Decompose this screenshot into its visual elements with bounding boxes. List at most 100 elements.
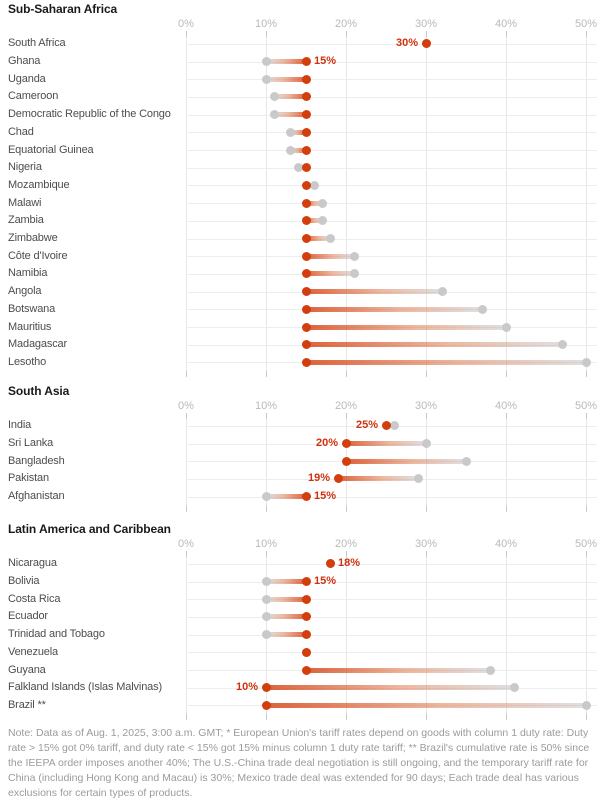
rate-change-connector — [290, 147, 306, 153]
rate-change-connector — [266, 632, 306, 638]
axis-tick-top — [346, 413, 347, 419]
country-label: Zambia — [8, 214, 44, 227]
new-rate-dot — [301, 665, 311, 675]
previous-rate-dot — [261, 630, 271, 640]
axis-tick-label: 10% — [254, 18, 278, 30]
vertical-gridline — [426, 37, 427, 372]
vertical-gridline — [586, 419, 587, 506]
new-rate-dot — [301, 163, 311, 173]
previous-rate-dot — [261, 612, 271, 622]
row-gridline — [186, 203, 597, 204]
previous-rate-dot — [269, 110, 279, 120]
rate-percent-label: 30% — [395, 37, 418, 50]
axis-tick-label: 40% — [494, 18, 518, 30]
rate-change-connector — [306, 306, 482, 312]
rate-change-connector — [306, 218, 322, 224]
axis-tick-bottom — [186, 714, 187, 721]
previous-rate-dot — [349, 251, 359, 261]
axis-tick-bottom — [586, 505, 587, 512]
axis-tick-label: 0% — [178, 400, 194, 412]
axis-tick-label: 20% — [334, 400, 358, 412]
row-gridline — [186, 168, 597, 169]
section-title: South Asia — [8, 384, 70, 398]
rate-change-connector — [274, 112, 306, 118]
rate-change-connector — [306, 271, 354, 277]
axis-tick-top — [426, 413, 427, 419]
country-label: Falkland Islands (Islas Malvinas) — [8, 681, 162, 694]
country-label: South Africa — [8, 37, 66, 50]
rate-change-connector — [306, 359, 586, 365]
country-label: Democratic Republic of the Congo — [8, 108, 171, 121]
vertical-gridline — [586, 37, 587, 372]
row-gridline — [186, 62, 597, 63]
previous-rate-dot — [261, 74, 271, 84]
rate-percent-label: 18% — [338, 557, 361, 570]
axis-tick-top — [266, 31, 267, 37]
country-label: Bolivia — [8, 575, 40, 588]
new-rate-dot — [301, 492, 311, 502]
new-rate-dot — [301, 74, 311, 84]
axis-tick-label: 40% — [494, 400, 518, 412]
axis-tick-label: 30% — [414, 538, 438, 550]
axis-tick-label: 30% — [414, 400, 438, 412]
previous-rate-dot — [413, 474, 423, 484]
rate-percent-label: 25% — [355, 419, 378, 432]
row-gridline — [186, 132, 597, 133]
new-rate-dot — [325, 559, 335, 569]
new-rate-dot — [301, 216, 311, 226]
new-rate-dot — [301, 304, 311, 314]
rate-change-connector — [306, 342, 562, 348]
country-label: Namibia — [8, 267, 48, 280]
row-gridline — [186, 221, 597, 222]
country-label: Mauritius — [8, 320, 52, 333]
axis-tick-label: 0% — [178, 18, 194, 30]
axis-tick-label: 50% — [574, 538, 598, 550]
previous-rate-dot — [285, 145, 295, 155]
row-gridline — [186, 582, 597, 583]
previous-rate-dot — [261, 594, 271, 604]
rate-change-connector — [266, 685, 514, 691]
rate-change-connector — [266, 614, 306, 620]
axis-tick-bottom — [506, 714, 507, 721]
country-label: Pakistan — [8, 472, 49, 485]
country-label: Malawi — [8, 196, 42, 209]
axis-tick-bottom — [426, 505, 427, 512]
dumbbell-chart: 0% 10% 20% 30% 40% 50% Nicaragua 18% Bolivia 15% C… — [0, 538, 603, 722]
axis-tick-bottom — [346, 371, 347, 378]
previous-rate-dot — [437, 287, 447, 297]
row-gridline — [186, 635, 597, 636]
new-rate-dot — [301, 322, 311, 332]
axis-tick-top — [426, 551, 427, 557]
previous-rate-dot — [581, 700, 591, 710]
chart-section: Sub-Saharan Africa 0% 10% 20% 30% 40% 50% South… — [0, 2, 603, 379]
rate-percent-label: 15% — [314, 55, 337, 68]
axis-tick-bottom — [346, 505, 347, 512]
country-label: Brazil ** — [8, 698, 46, 711]
country-label: Venezuela — [8, 645, 59, 658]
previous-rate-dot — [461, 456, 471, 466]
axis-tick-top — [426, 31, 427, 37]
rate-change-connector — [266, 702, 586, 708]
new-rate-dot — [261, 700, 271, 710]
country-label: Uganda — [8, 72, 46, 85]
rate-change-connector — [274, 94, 306, 100]
axis-tick-bottom — [186, 505, 187, 512]
previous-rate-dot — [317, 198, 327, 208]
row-gridline — [186, 44, 597, 45]
footnote: Note: Data as of Aug. 1, 2025, 3:00 a.m.… — [8, 727, 590, 799]
country-label: Zimbabwe — [8, 232, 58, 245]
rate-percent-label: 15% — [314, 490, 337, 503]
previous-rate-dot — [293, 163, 303, 173]
new-rate-dot — [301, 357, 311, 367]
axis-tick-top — [186, 551, 187, 557]
axis-tick-top — [266, 551, 267, 557]
new-rate-dot — [301, 647, 311, 657]
country-label: Nigeria — [8, 161, 42, 174]
previous-rate-dot — [285, 127, 295, 137]
country-label: Afghanistan — [8, 490, 65, 503]
axis-tick-label: 0% — [178, 538, 194, 550]
axis-tick-bottom — [266, 371, 267, 378]
previous-rate-dot — [349, 269, 359, 279]
row-gridline — [186, 599, 597, 600]
axis-tick-top — [186, 31, 187, 37]
